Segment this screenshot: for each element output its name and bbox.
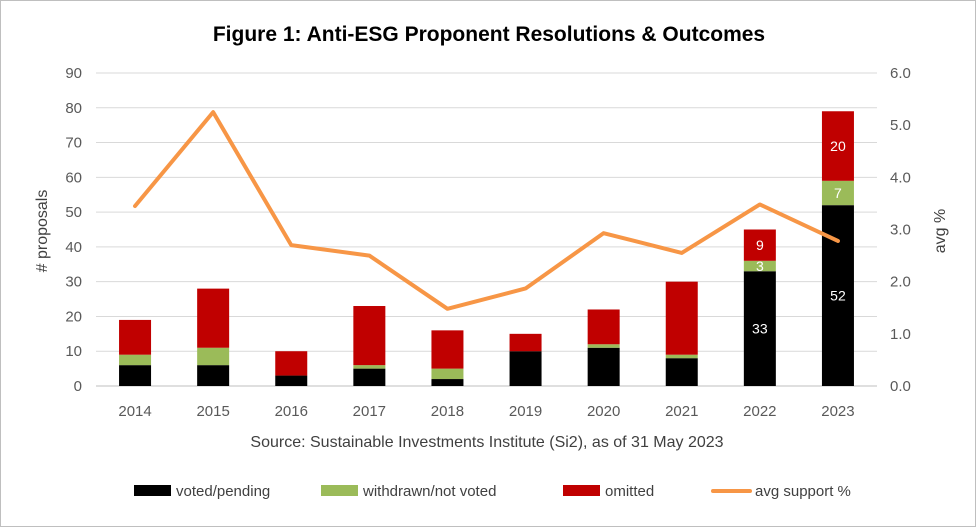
y-tick-label: 0 <box>74 378 82 395</box>
legend-label-withdrawn-not-voted: withdrawn/not voted <box>362 483 496 500</box>
y-tick-label: 30 <box>65 274 82 291</box>
right-axis-ticks: 0.0 1.0 2.0 3.0 4.0 5.0 6.0 <box>890 65 911 395</box>
x-tick-label: 2023 <box>821 403 854 420</box>
y2-tick-label: 0.0 <box>890 378 911 395</box>
bar-omitted <box>587 309 620 345</box>
x-axis-ticks: 2014 2015 2016 2017 2018 2019 2020 2021 2022 2023 <box>118 403 854 420</box>
y2-tick-label: 2.0 <box>890 274 911 291</box>
bar-voted-pending <box>119 365 152 386</box>
y2-tick-label: 3.0 <box>890 222 911 239</box>
x-tick-label: 2017 <box>353 403 386 420</box>
x-tick-label: 2016 <box>275 403 308 420</box>
legend-swatch-withdrawn-not-voted <box>321 485 358 496</box>
data-label: 20 <box>830 138 846 154</box>
data-label: 33 <box>752 321 768 337</box>
bar-withdrawn-not-voted <box>587 344 620 348</box>
legend-swatch-voted-pending <box>134 485 171 496</box>
bar-voted-pending <box>431 379 464 386</box>
bar-voted-pending <box>665 358 698 386</box>
x-tick-label: 2022 <box>743 403 776 420</box>
bar-omitted <box>119 319 152 355</box>
y-axis-label: # proposals <box>34 190 51 273</box>
bar-omitted <box>197 288 230 348</box>
bar-withdrawn-not-voted <box>197 347 230 366</box>
line-avg-support <box>133 110 840 311</box>
x-tick-label: 2021 <box>665 403 698 420</box>
legend-label-voted-pending: voted/pending <box>176 483 270 500</box>
y-tick-label: 60 <box>65 169 82 186</box>
data-label: 3 <box>756 258 764 274</box>
bar-omitted <box>665 281 698 355</box>
bar-voted-pending <box>197 365 230 386</box>
bar-omitted <box>431 330 464 369</box>
y-tick-label: 90 <box>65 65 82 82</box>
y2-tick-label: 1.0 <box>890 326 911 343</box>
y2-tick-label: 6.0 <box>890 65 911 82</box>
bar-withdrawn-not-voted <box>743 260 776 272</box>
data-label: 7 <box>834 185 842 201</box>
bar-omitted <box>353 306 386 366</box>
bar-withdrawn-not-voted <box>665 354 698 359</box>
bar-voted-pending <box>587 347 620 386</box>
bar-voted-pending <box>743 271 776 386</box>
x-tick-label: 2020 <box>587 403 620 420</box>
x-tick-label: 2018 <box>431 403 464 420</box>
y2-tick-label: 4.0 <box>890 169 911 186</box>
legend: voted/pending withdrawn/not voted omitted a… <box>134 483 851 500</box>
legend-swatch-omitted <box>563 485 600 496</box>
x-tick-label: 2015 <box>196 403 229 420</box>
y-tick-label: 70 <box>65 135 82 152</box>
bar-voted-pending <box>353 368 386 386</box>
bar-withdrawn-not-voted <box>119 354 152 366</box>
bar-omitted <box>509 333 542 352</box>
x-tick-label: 2019 <box>509 403 542 420</box>
bar-omitted <box>821 111 854 181</box>
y2-axis-label: avg % <box>932 209 949 253</box>
y-tick-label: 80 <box>65 100 82 117</box>
source-note: Source: Sustainable Investments Institut… <box>250 434 723 451</box>
left-axis-ticks: 0 10 20 30 40 50 60 70 80 90 <box>65 65 82 395</box>
bar-omitted <box>743 229 776 261</box>
chart-title: Figure 1: Anti-ESG Proponent Resolutions… <box>213 23 765 46</box>
y-tick-label: 50 <box>65 204 82 221</box>
bar-voted-pending <box>275 375 308 386</box>
data-label: 9 <box>756 237 764 253</box>
x-tick-label: 2014 <box>118 403 151 420</box>
y-tick-label: 10 <box>65 343 82 360</box>
legend-label-avg-support-: avg support % <box>755 483 851 500</box>
bar-withdrawn-not-voted <box>353 365 386 369</box>
support-line <box>133 110 840 311</box>
bars <box>119 111 854 386</box>
y2-tick-label: 5.0 <box>890 117 911 134</box>
data-label: 52 <box>830 288 846 304</box>
legend-label-omitted: omitted <box>605 483 654 500</box>
y-tick-label: 20 <box>65 308 82 325</box>
bar-withdrawn-not-voted <box>821 180 854 206</box>
bar-omitted <box>275 351 308 376</box>
y-tick-label: 40 <box>65 239 82 256</box>
bar-voted-pending <box>509 351 542 386</box>
bar-withdrawn-not-voted <box>431 368 464 380</box>
